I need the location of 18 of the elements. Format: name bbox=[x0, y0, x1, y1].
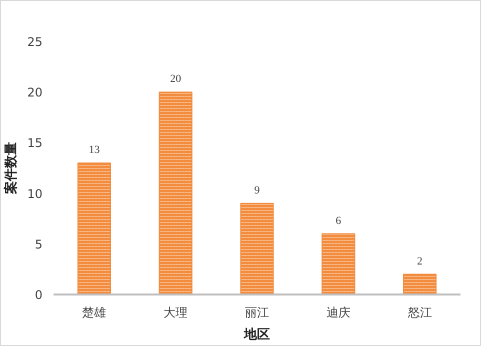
y-tick-label: 25 bbox=[27, 35, 43, 49]
data-label: 2 bbox=[417, 255, 423, 268]
x-tick-label: 丽江 bbox=[245, 306, 269, 320]
y-tick-label: 0 bbox=[34, 288, 43, 302]
data-label: 20 bbox=[170, 73, 182, 86]
x-tick-label: 大理 bbox=[164, 306, 188, 320]
x-tick-label: 怒江 bbox=[406, 306, 432, 320]
y-tick-label: 20 bbox=[27, 86, 43, 100]
data-label: 6 bbox=[336, 214, 342, 227]
y-tick-label: 15 bbox=[27, 136, 43, 150]
data-label: 9 bbox=[254, 184, 260, 196]
data-label: 13 bbox=[88, 144, 100, 156]
y-axis-title: 案件数量 bbox=[3, 142, 20, 195]
x-tick-label: 楚雄 bbox=[82, 306, 106, 320]
y-tick-label: 10 bbox=[27, 186, 43, 201]
x-axis-title: 地区 bbox=[243, 328, 270, 342]
x-tick-label: 迪庆 bbox=[326, 306, 350, 320]
y-tick-label: 5 bbox=[34, 237, 43, 252]
